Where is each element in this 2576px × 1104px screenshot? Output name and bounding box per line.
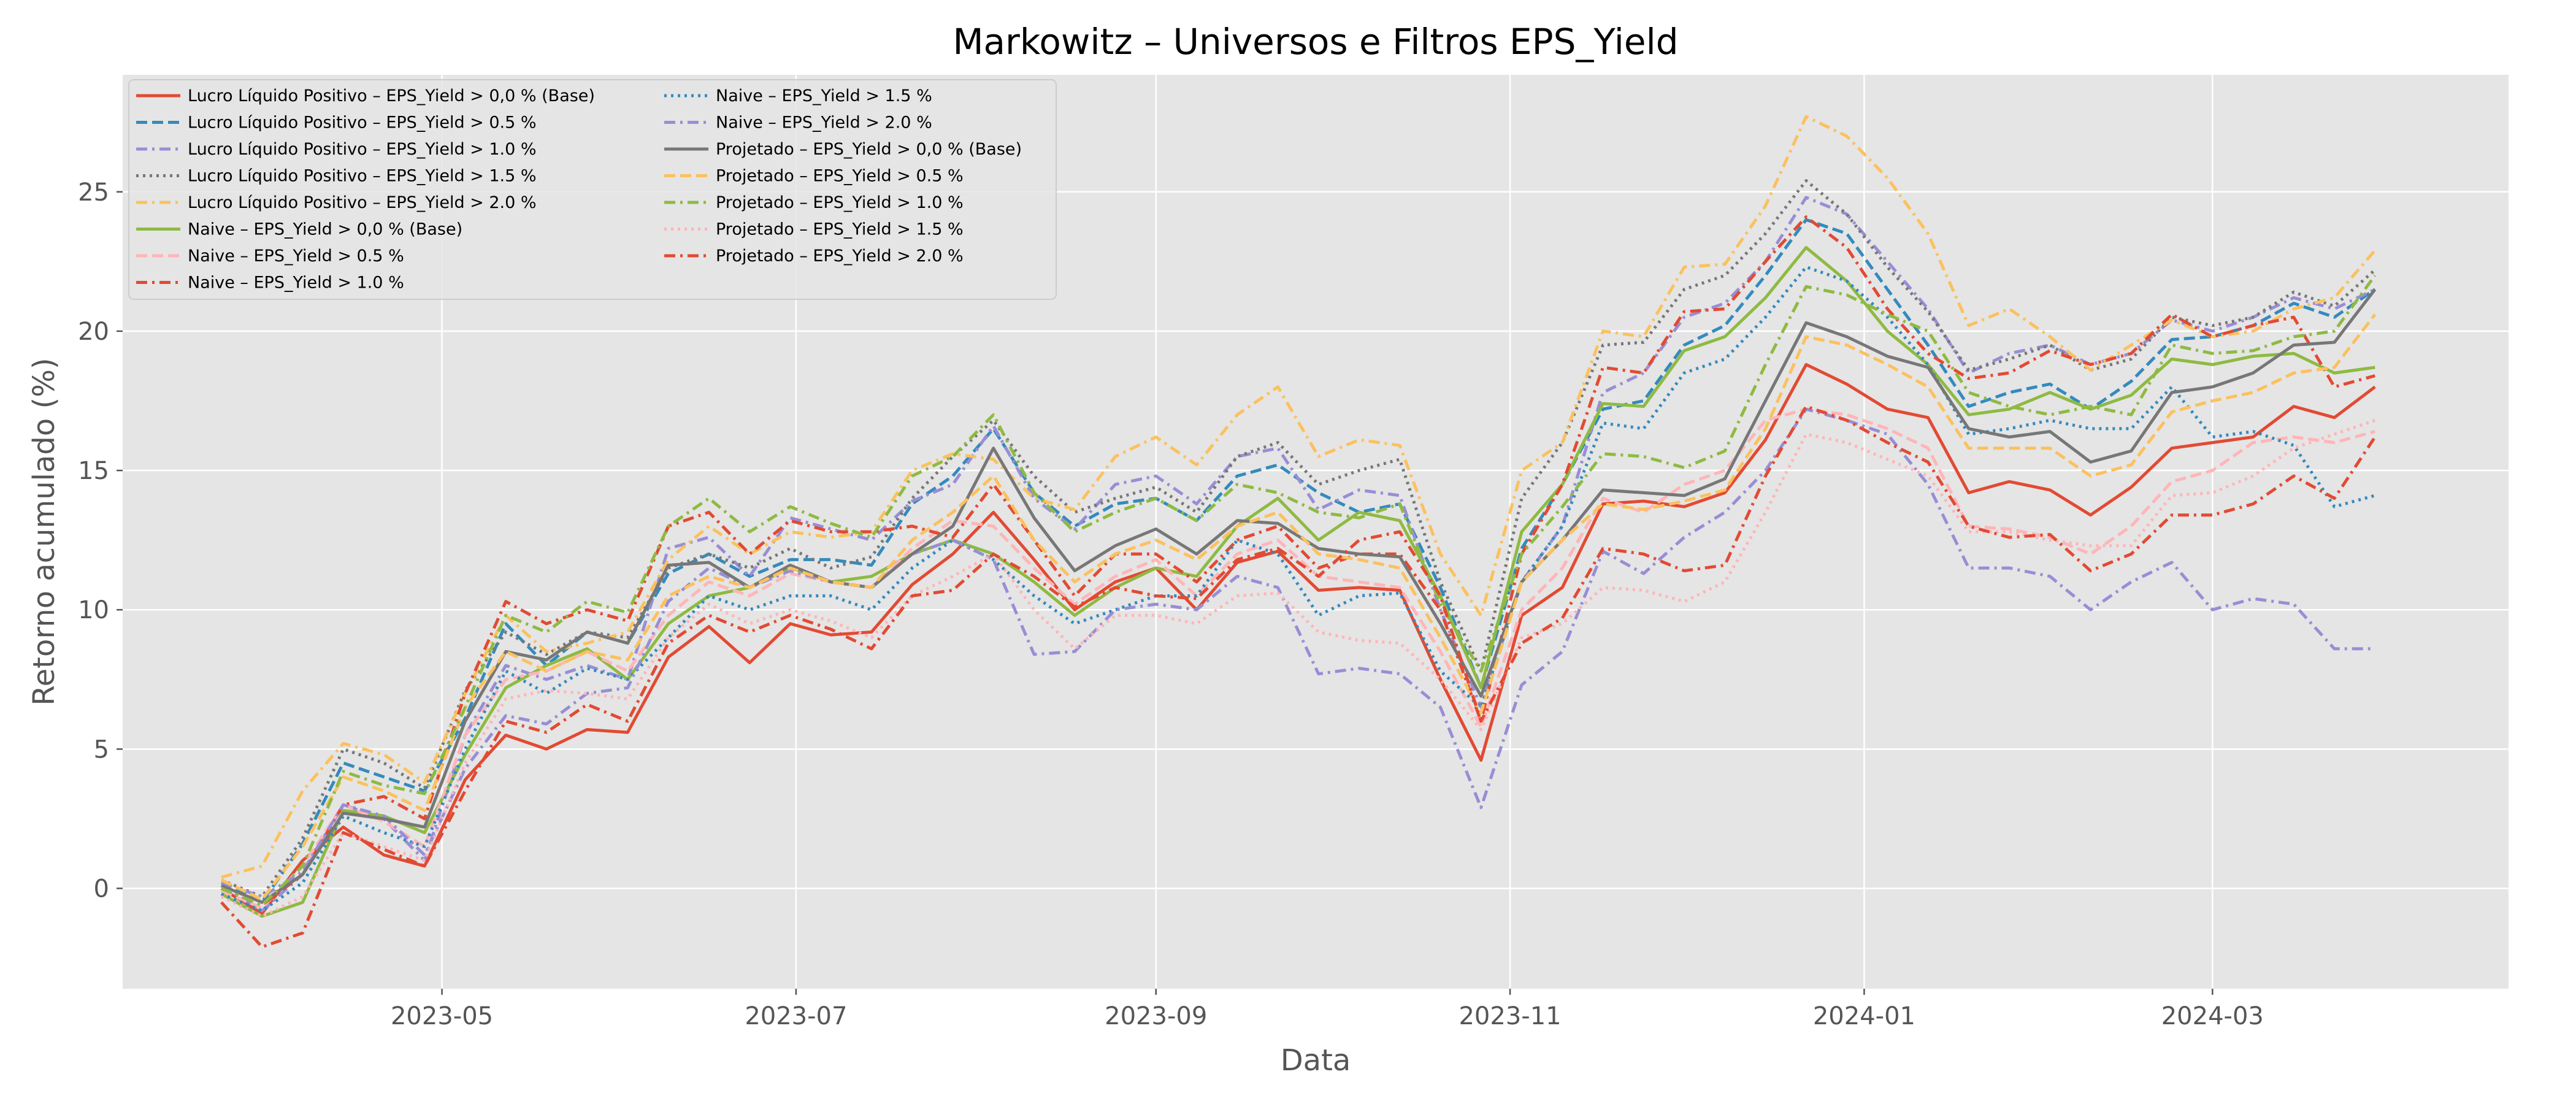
y-axis: 0 5 10 15 20 25 bbox=[78, 178, 123, 903]
series-line-1 bbox=[220, 362, 2376, 915]
y-tick-label: 10 bbox=[78, 596, 109, 624]
legend-label: Projetado – EPS_Yield > 2.0 % bbox=[716, 247, 964, 266]
series-line-12 bbox=[220, 313, 2377, 902]
legend-label: Naive – EPS_Yield > 2.0 % bbox=[716, 113, 932, 132]
legend-label: Lucro Líquido Positivo – EPS_Yield > 1.5… bbox=[188, 167, 537, 186]
series-line-13 bbox=[220, 274, 2377, 907]
y-tick-label: 5 bbox=[94, 735, 109, 764]
chart-title: Markowitz – Universos e Filtros EPS_Yiel… bbox=[953, 21, 1678, 63]
legend-label: Lucro Líquido Positivo – EPS_Yield > 0,0… bbox=[188, 86, 595, 105]
legend-box bbox=[128, 79, 1057, 300]
grid bbox=[123, 75, 2509, 989]
y-tick-label: 20 bbox=[78, 318, 109, 346]
series-line-3 bbox=[220, 196, 2376, 913]
series-line-10 bbox=[221, 407, 2375, 899]
x-tick-label: 2024-03 bbox=[2161, 1002, 2264, 1030]
x-tick-label: 2024-01 bbox=[1813, 1002, 1915, 1030]
x-axis: 2023-05 2023-07 2023-09 2023-11 2024-01 2024-… bbox=[391, 989, 2264, 1030]
legend-label: Naive – EPS_Yield > 0,0 % (Base) bbox=[188, 220, 462, 239]
legend-label: Lucro Líquido Positivo – EPS_Yield > 2.0… bbox=[188, 193, 537, 212]
series-line-5 bbox=[221, 115, 2377, 879]
y-axis-label: Retorno acumulado (%) bbox=[27, 358, 61, 705]
x-tick-label: 2023-09 bbox=[1105, 1002, 1207, 1030]
series-line-8 bbox=[220, 215, 2375, 907]
x-tick-label: 2023-05 bbox=[391, 1002, 493, 1030]
series-line-11 bbox=[220, 288, 2377, 904]
legend-label: Projetado – EPS_Yield > 1.5 % bbox=[716, 220, 964, 239]
legend-label: Projetado – EPS_Yield > 0,0 % (Base) bbox=[716, 140, 1022, 159]
legend-label: Lucro Líquido Positivo – EPS_Yield > 1.0… bbox=[188, 140, 537, 159]
series-group bbox=[220, 115, 2377, 949]
series-line-14 bbox=[220, 418, 2376, 918]
legend: Lucro Líquido Positivo – EPS_Yield > 0,0… bbox=[128, 79, 1057, 300]
y-tick-label: 0 bbox=[94, 875, 109, 903]
legend-label: Naive – EPS_Yield > 0.5 % bbox=[188, 247, 404, 266]
legend-label: Projetado – EPS_Yield > 0.5 % bbox=[716, 167, 964, 186]
legend-label: Naive – EPS_Yield > 1.5 % bbox=[716, 86, 932, 105]
y-tick-label: 25 bbox=[78, 178, 109, 207]
legend-label: Projetado – EPS_Yield > 1.0 % bbox=[716, 193, 964, 212]
x-tick-label: 2023-07 bbox=[745, 1002, 847, 1030]
legend-label: Naive – EPS_Yield > 1.0 % bbox=[188, 274, 404, 293]
x-axis-label: Data bbox=[1281, 1043, 1351, 1078]
legend-label: Lucro Líquido Positivo – EPS_Yield > 0.5… bbox=[188, 113, 537, 132]
series-line-15 bbox=[220, 405, 2377, 949]
x-tick-label: 2023-11 bbox=[1459, 1002, 1561, 1030]
y-tick-label: 15 bbox=[78, 457, 109, 485]
